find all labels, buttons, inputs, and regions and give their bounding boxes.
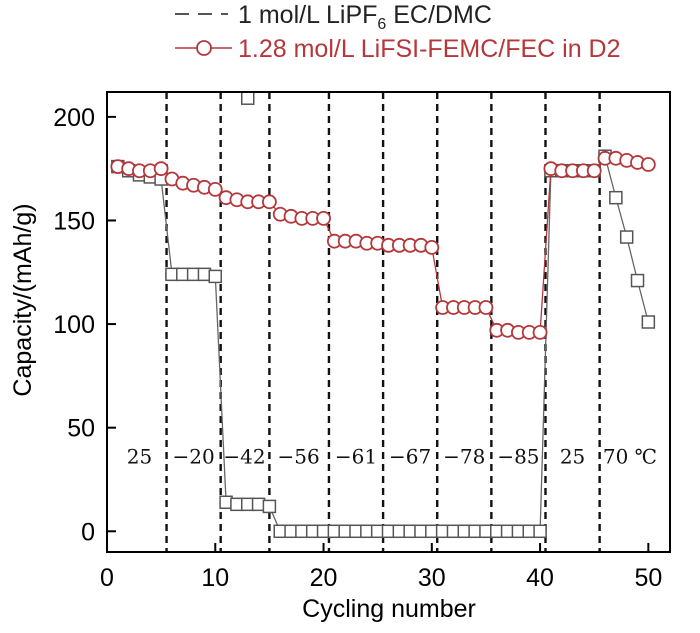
y-tick-label-3: 150 (53, 207, 95, 235)
y-tick-label-1: 50 (67, 415, 95, 443)
data-point-lifsi-50 (640, 157, 656, 172)
data-point-lifsi-35 (478, 300, 494, 315)
data-point-lipf6-47 (609, 190, 623, 205)
legend-item-lifsi: 1.28 mol/L LiFSI-FEMC/FEC in D2 (175, 35, 621, 63)
data-point-lipf6-50 (641, 315, 656, 329)
legend-label-lipf6-part1: 1 mol/L LiPF (238, 1, 377, 29)
x-tick-label-1: 10 (201, 564, 229, 592)
y-tick-label-0: 0 (81, 518, 95, 546)
segment-label-2: −42 (223, 445, 265, 469)
data-point-lifsi-40 (532, 324, 548, 340)
data-point-lipf6-49 (630, 273, 645, 288)
data-point-lifsi-15 (262, 194, 277, 210)
x-axis-label: Cycling number (302, 595, 476, 623)
x-tick-label-2: 20 (310, 564, 338, 592)
x-tick-label-0: 0 (100, 564, 114, 592)
segment-label-9: 70 ℃ (603, 445, 657, 469)
legend-label-lipf6-subscript: 6 (377, 16, 386, 33)
data-point-lifsi-10 (207, 181, 223, 197)
x-tick-label-4: 40 (526, 564, 554, 592)
data-point-lifsi-45 (586, 163, 602, 179)
data-point-lipf6-40 (533, 524, 547, 539)
segment-label-5: −67 (389, 445, 431, 469)
data-point-lipf6-10 (208, 269, 223, 284)
segment-label-8: 25 (560, 445, 585, 469)
segment-label-7: −85 (497, 445, 539, 469)
segment-label-6: −78 (443, 445, 485, 469)
plot-frame (106, 91, 671, 553)
y-tick-label-2: 100 (53, 311, 95, 339)
x-tick-label-3: 30 (418, 564, 446, 592)
segment-label-3: −56 (278, 445, 320, 469)
segment-label-0: 25 (127, 445, 152, 469)
data-point-lifsi-20 (316, 210, 331, 226)
x-tick-label-5: 50 (634, 564, 662, 592)
plot-area: 25 −20 −42 −56 −61 −67 −78 −85 25 70 ℃ 0 10 20 30 40 50… (53, 91, 671, 592)
data-point-lipf6-15 (262, 499, 277, 514)
data-point-lifsi-30 (424, 240, 440, 255)
legend-label-lifsi: 1.28 mol/L LiFSI-FEMC/FEC in D2 (238, 35, 621, 63)
legend-label-lipf6: 1 mol/L LiPF6 EC/DMC (238, 1, 492, 33)
legend-marker-lifsi (196, 40, 212, 56)
y-tick-label-4: 200 (53, 104, 95, 132)
legend-item-lipf6: 1 mol/L LiPF6 EC/DMC (175, 1, 492, 33)
segment-label-1: −20 (173, 445, 215, 469)
data-point-lipf6-48 (619, 230, 634, 244)
legend-label-lipf6-part2: EC/DMC (386, 1, 492, 29)
y-axis-label: Capacity/(mAh/g) (9, 203, 37, 396)
data-point-lifsi-5 (153, 161, 169, 177)
segment-label-4: −61 (335, 445, 377, 469)
legend: 1 mol/L LiPF6 EC/DMC 1.28 mol/L LiFSI-FE… (175, 1, 621, 63)
outlier-point-lipf6-0 (241, 91, 255, 105)
